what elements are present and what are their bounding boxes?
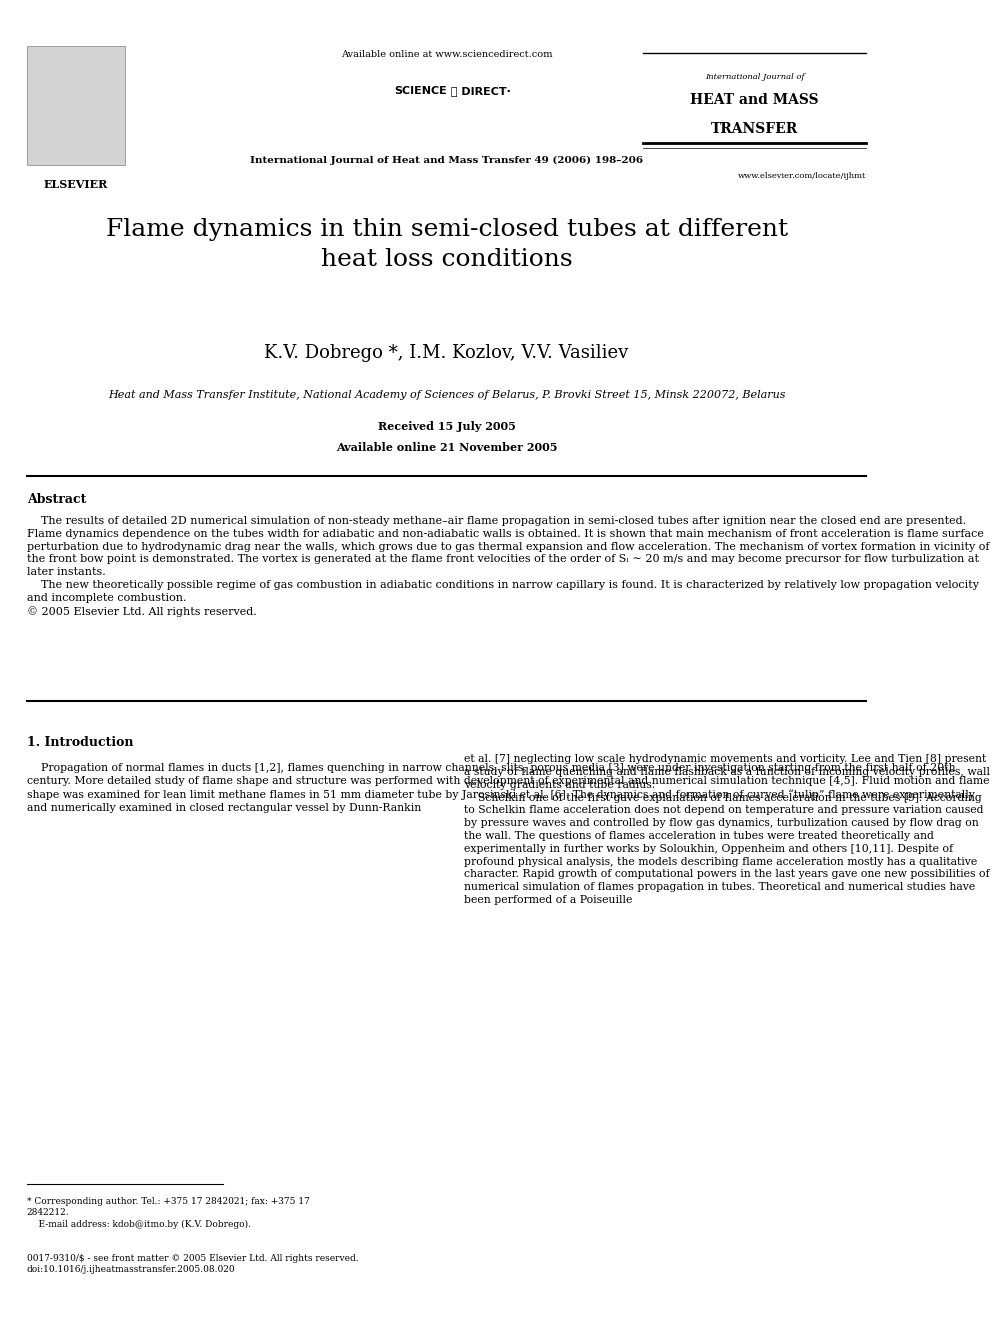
Text: Propagation of normal flames in ducts [1,2], flames quenching in narrow channels: Propagation of normal flames in ducts [1… [27, 763, 989, 812]
Text: Heat and Mass Transfer Institute, National Academy of Sciences of Belarus, P. Br: Heat and Mass Transfer Institute, Nation… [108, 390, 786, 401]
Text: Available online 21 November 2005: Available online 21 November 2005 [336, 442, 558, 452]
Text: HEAT and MASS: HEAT and MASS [690, 93, 819, 107]
Text: * Corresponding author. Tel.: +375 17 2842021; fax: +375 17
2842212.
    E-mail : * Corresponding author. Tel.: +375 17 28… [27, 1197, 310, 1229]
FancyBboxPatch shape [27, 46, 125, 165]
Text: et al. [7] neglecting low scale hydrodynamic movements and vorticity. Lee and Ti: et al. [7] neglecting low scale hydrodyn… [464, 754, 990, 905]
Text: International Journal of Heat and Mass Transfer 49 (2006) 198–206: International Journal of Heat and Mass T… [250, 156, 643, 165]
Text: Abstract: Abstract [27, 493, 86, 507]
Text: 1. Introduction: 1. Introduction [27, 736, 133, 749]
Text: Flame dynamics in thin semi-closed tubes at different
heat loss conditions: Flame dynamics in thin semi-closed tubes… [105, 218, 788, 271]
Text: The results of detailed 2D numerical simulation of non-steady methane–air flame : The results of detailed 2D numerical sim… [27, 516, 989, 617]
Text: SCIENCE: SCIENCE [394, 86, 446, 97]
Text: International Journal of: International Journal of [705, 73, 805, 81]
Text: Available online at www.sciencedirect.com: Available online at www.sciencedirect.co… [341, 50, 553, 60]
Text: ELSEVIER: ELSEVIER [44, 179, 108, 189]
Text: www.elsevier.com/locate/ijhmt: www.elsevier.com/locate/ijhmt [738, 172, 866, 180]
Text: K.V. Dobrego *, I.M. Kozlov, V.V. Vasiliev: K.V. Dobrego *, I.M. Kozlov, V.V. Vasili… [265, 344, 629, 363]
Text: 0017-9310/$ - see front matter © 2005 Elsevier Ltd. All rights reserved.
doi:10.: 0017-9310/$ - see front matter © 2005 El… [27, 1254, 358, 1274]
Text: Received 15 July 2005: Received 15 July 2005 [378, 421, 516, 431]
Text: ⓓ DIRECT·: ⓓ DIRECT· [446, 86, 511, 97]
Text: TRANSFER: TRANSFER [711, 122, 799, 136]
